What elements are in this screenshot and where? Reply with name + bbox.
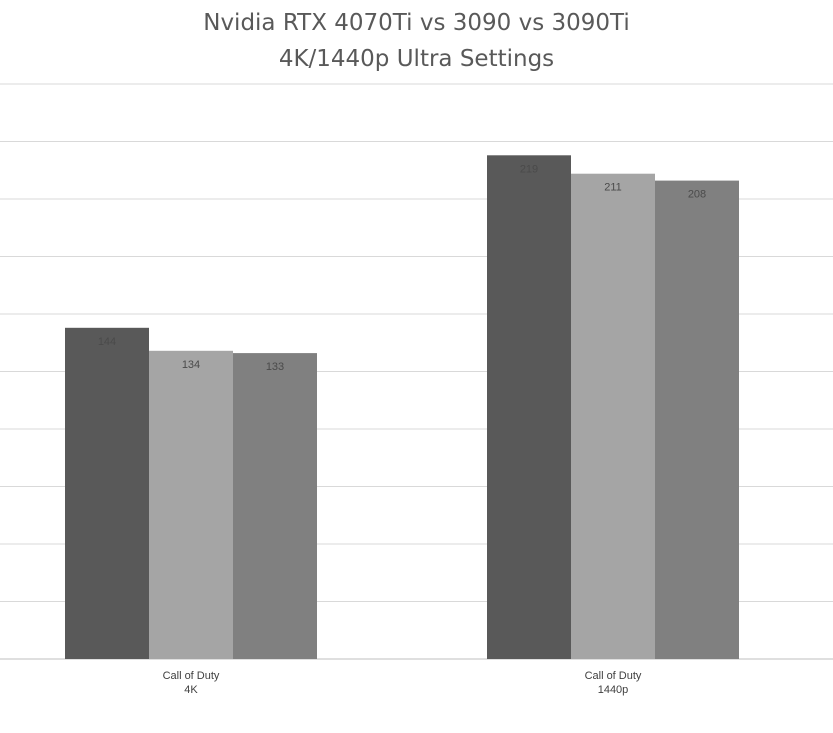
- category-label: 4K: [184, 684, 198, 696]
- category-label: Call of Duty: [163, 670, 220, 682]
- data-label: 211: [604, 182, 622, 194]
- bar-series-2-category-2: [571, 173, 655, 659]
- bar-series-1-category-2: [487, 155, 571, 660]
- data-label: 133: [266, 361, 284, 373]
- data-label: 134: [182, 359, 200, 371]
- chart-title: Nvidia RTX 4070Ti vs 3090 vs 3090Ti: [203, 10, 630, 36]
- category-label: 1440p: [598, 684, 629, 696]
- bar-series-1-category-1: [65, 327, 149, 659]
- bar-series-3-category-2: [655, 180, 739, 659]
- data-label: 144: [98, 336, 116, 348]
- data-label: 208: [688, 189, 706, 201]
- category-label: Call of Duty: [585, 670, 642, 682]
- data-label: 219: [520, 163, 538, 175]
- chart-subtitle: 4K/1440p Ultra Settings: [278, 46, 555, 72]
- bar-series-3-category-1: [233, 353, 317, 659]
- bar-series-2-category-1: [149, 350, 233, 659]
